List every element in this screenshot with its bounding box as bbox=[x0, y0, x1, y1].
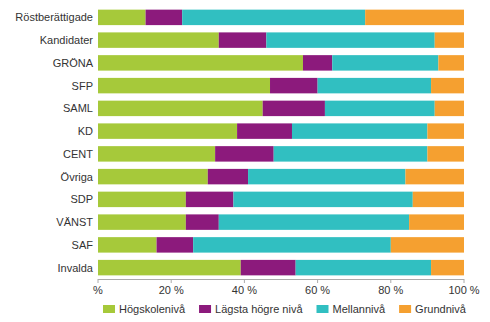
category-label: CENT bbox=[63, 148, 93, 160]
bar bbox=[182, 10, 365, 25]
bar bbox=[98, 214, 186, 229]
bar bbox=[98, 78, 270, 93]
category-label: SFP bbox=[72, 80, 93, 92]
legend-label: Högskolenivå bbox=[119, 303, 186, 315]
bar bbox=[332, 55, 438, 70]
bar bbox=[431, 260, 464, 275]
tick-mark bbox=[390, 279, 391, 283]
bar bbox=[98, 260, 241, 275]
bar bbox=[98, 10, 146, 25]
bar bbox=[413, 192, 464, 207]
legend-label: Grundnivå bbox=[415, 303, 467, 315]
tick-mark bbox=[464, 279, 465, 283]
bar bbox=[241, 260, 296, 275]
category-label: Kandidater bbox=[40, 34, 94, 46]
tick-label: 80 % bbox=[378, 284, 403, 296]
legend-swatch bbox=[317, 305, 329, 313]
category-label: Invalda bbox=[58, 262, 94, 274]
chart: Röstberättigade Kandidater GRÖNA SFP SAML KD C… bbox=[0, 0, 490, 322]
category-label: GRÖNA bbox=[53, 57, 94, 69]
bar bbox=[248, 169, 405, 184]
legend-label: Lägsta högre nivå bbox=[215, 303, 303, 315]
bars bbox=[98, 10, 464, 276]
category-label: Övriga bbox=[61, 171, 94, 183]
bar bbox=[303, 55, 332, 70]
bar bbox=[266, 32, 434, 47]
bar bbox=[98, 32, 219, 47]
legend-swatch bbox=[399, 305, 411, 313]
bar bbox=[98, 192, 186, 207]
bar bbox=[208, 169, 248, 184]
bar bbox=[296, 260, 431, 275]
bar bbox=[431, 78, 464, 93]
legend-swatch bbox=[199, 305, 211, 313]
bar bbox=[186, 214, 219, 229]
bar bbox=[219, 214, 409, 229]
tick-mark bbox=[171, 279, 172, 283]
bar bbox=[427, 123, 464, 138]
tick-mark bbox=[244, 279, 245, 283]
bar bbox=[193, 237, 391, 252]
bar bbox=[98, 237, 157, 252]
tick-mark bbox=[317, 279, 318, 283]
legend-swatch bbox=[103, 305, 115, 313]
tick-label: 20 % bbox=[159, 284, 184, 296]
bar bbox=[409, 214, 464, 229]
bar bbox=[274, 146, 428, 161]
bar bbox=[98, 55, 303, 70]
bar bbox=[391, 237, 464, 252]
bar bbox=[263, 101, 325, 116]
legend-label: Mellannivå bbox=[333, 303, 386, 315]
bar bbox=[237, 123, 292, 138]
tick-mark bbox=[98, 279, 99, 283]
bar bbox=[186, 192, 234, 207]
bar bbox=[219, 32, 267, 47]
bar bbox=[98, 101, 263, 116]
bar bbox=[325, 101, 435, 116]
tick-label: 40 % bbox=[232, 284, 257, 296]
bar bbox=[233, 192, 412, 207]
bar bbox=[427, 146, 464, 161]
bar bbox=[270, 78, 318, 93]
bar bbox=[365, 10, 464, 25]
category-label: SDP bbox=[70, 193, 93, 205]
category-label: SAF bbox=[72, 239, 94, 251]
bar bbox=[435, 101, 464, 116]
bar bbox=[146, 10, 183, 25]
tick-label: 100 % bbox=[448, 284, 479, 296]
bar bbox=[98, 169, 208, 184]
tick-label: % bbox=[93, 284, 103, 296]
category-label: KD bbox=[78, 125, 93, 137]
bar bbox=[435, 32, 464, 47]
bar bbox=[215, 146, 274, 161]
bar bbox=[98, 146, 215, 161]
category-label: SAML bbox=[63, 102, 93, 114]
bar bbox=[438, 55, 464, 70]
tick-label: 60 % bbox=[305, 284, 330, 296]
bar bbox=[98, 123, 237, 138]
bar bbox=[292, 123, 427, 138]
bar bbox=[157, 237, 194, 252]
category-label: VÄNST bbox=[56, 216, 93, 228]
category-label: Röstberättigade bbox=[15, 11, 93, 23]
x-axis bbox=[98, 279, 464, 280]
bar bbox=[405, 169, 464, 184]
bar bbox=[318, 78, 431, 93]
